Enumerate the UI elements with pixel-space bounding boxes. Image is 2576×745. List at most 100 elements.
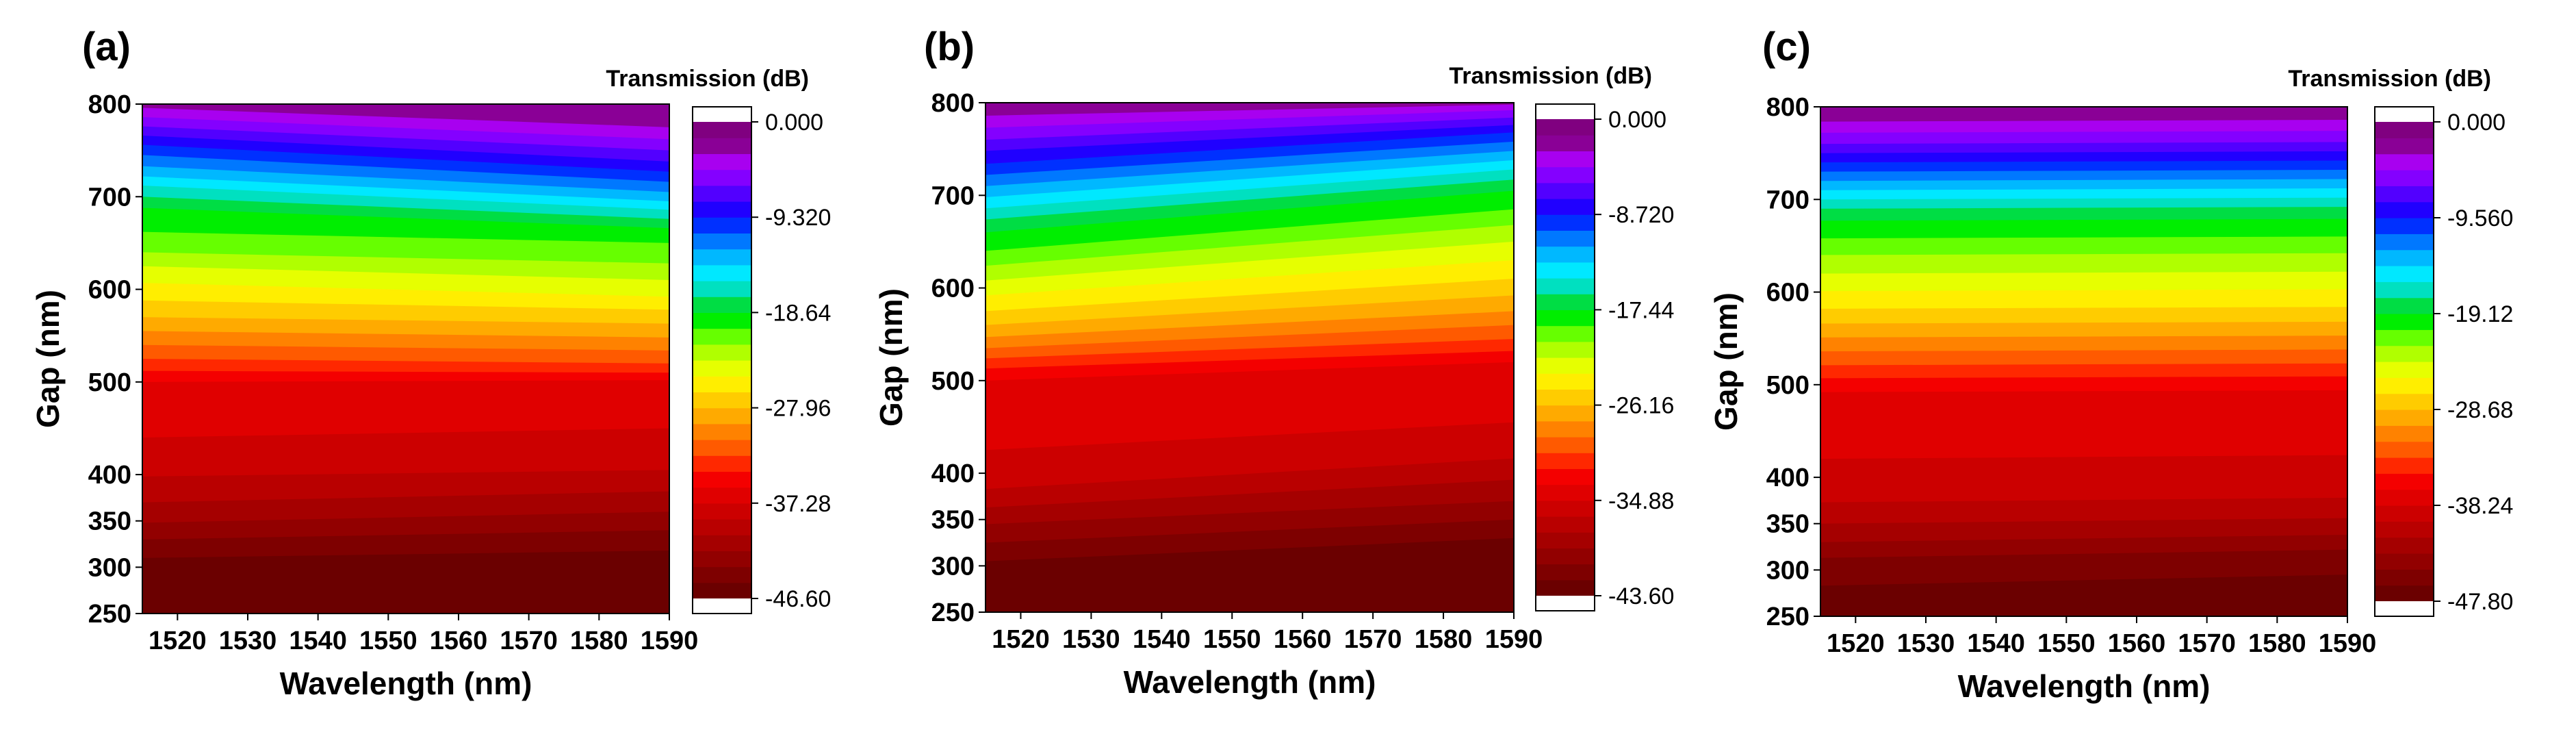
colorbar-segment (1536, 214, 1595, 231)
colorbar-segment (1536, 166, 1595, 184)
x-tick-label: 1570 (1344, 625, 1402, 654)
colorbar-segment (2375, 297, 2434, 314)
colorbar-bottom-cap (2375, 601, 2434, 616)
contour-bands (142, 104, 669, 614)
colorbar-segment (1536, 182, 1595, 199)
plot-frame (1820, 106, 2348, 617)
x-tick-label: 1560 (1274, 625, 1332, 654)
x-tick-label: 1530 (219, 627, 277, 655)
x-tick-label: 1590 (641, 627, 699, 655)
panel-label: (a) (82, 25, 131, 69)
x-tick-label: 1590 (2319, 629, 2377, 658)
colorbar-segment (2375, 393, 2434, 410)
colorbar-segment (693, 296, 751, 313)
colorbar-segment (1536, 294, 1595, 310)
colorbar-segment (2375, 233, 2434, 251)
x-tick-label: 1520 (992, 625, 1050, 654)
colorbar-tick-label: -9.320 (765, 205, 831, 231)
y-tick-label: 400 (1766, 464, 1809, 492)
colorbar-segment (1536, 420, 1595, 438)
colorbar-segment (693, 360, 751, 377)
colorbar-segment (693, 344, 751, 361)
y-tick-label: 350 (1766, 510, 1809, 539)
colorbar-segment (2375, 122, 2434, 138)
x-tick-label: 1580 (2248, 629, 2306, 658)
colorbar-frame (1535, 103, 1595, 611)
y-tick-label: 600 (1766, 279, 1809, 307)
colorbar-segment (1536, 532, 1595, 548)
panel-label: (c) (1762, 25, 1811, 69)
colorbar-segment (1536, 389, 1595, 406)
colorbar-tick-label: 0.000 (1608, 107, 1666, 133)
colorbar-segment (1536, 357, 1595, 374)
y-tick-label: 500 (1766, 371, 1809, 400)
colorbar-tick-label: -27.96 (765, 396, 831, 422)
colorbar-segment (2375, 314, 2434, 330)
contour-band (142, 104, 669, 127)
colorbar-segment (2375, 186, 2434, 203)
y-tick-label: 500 (931, 367, 975, 396)
y-tick-label: 250 (88, 600, 131, 629)
colorbar: 0.000 -9.320 -18.64 -27.96 -37.28 -46.60 Trans… (606, 66, 831, 614)
y-tick-label: 250 (931, 598, 975, 627)
colorbar-segment (693, 153, 751, 171)
colorbar-tick-label: -18.64 (765, 300, 831, 326)
x-tick-label: 1550 (1203, 625, 1261, 654)
colorbar: 0.000 -9.560 -19.12 -28.68 -38.24 -47.80 Trans… (2288, 66, 2513, 617)
colorbar-segment (2375, 329, 2434, 346)
panel-label: (b) (924, 25, 975, 69)
colorbar-segment (693, 519, 751, 535)
x-tick-label: 1540 (289, 627, 347, 655)
colorbar-top-cap (1536, 104, 1595, 119)
y-tick-label: 300 (88, 553, 131, 582)
colorbar-frame (2374, 106, 2434, 617)
y-tick-label: 350 (931, 506, 975, 535)
colorbar-segment (1536, 437, 1595, 453)
colorbar-segment (2375, 441, 2434, 458)
colorbar-segment (2375, 138, 2434, 155)
colorbar-segment (1536, 325, 1595, 342)
colorbar-tick-label: -8.720 (1608, 202, 1674, 228)
colorbar-segment (693, 440, 751, 456)
colorbar-tick-label: -28.68 (2447, 397, 2513, 423)
colorbar-segment (1536, 516, 1595, 533)
colorbar-segment (693, 582, 751, 599)
colorbar-segment (2375, 249, 2434, 266)
colorbar-segment (1536, 564, 1595, 581)
y-tick-label: 600 (931, 275, 975, 303)
colorbar-tick-label: -9.560 (2447, 205, 2513, 231)
colorbar-segment (2375, 473, 2434, 490)
colorbar-segment (693, 312, 751, 329)
colorbar-segment (693, 264, 751, 281)
y-tick-label: 700 (88, 183, 131, 212)
colorbar-segment (1536, 310, 1595, 327)
colorbar-segment (1536, 119, 1595, 136)
x-tick-label: 1540 (1133, 625, 1191, 654)
colorbar-segment (1536, 230, 1595, 247)
plot-frame (142, 103, 670, 614)
colorbar-tick-label: -47.80 (2447, 589, 2513, 615)
colorbar-segment (2375, 201, 2434, 218)
colorbar-segment (693, 169, 751, 186)
colorbar-segment (1536, 548, 1595, 565)
colorbar-segment (2375, 585, 2434, 602)
colorbar-segment (1536, 579, 1595, 596)
colorbar-segment (2375, 281, 2434, 299)
colorbar-tick-label: -37.28 (765, 491, 831, 517)
y-tick-label: 350 (88, 507, 131, 536)
colorbar-tick-label: -46.60 (765, 586, 831, 612)
colorbar-tick-label: 0.000 (2447, 110, 2506, 136)
colorbar-segment (693, 566, 751, 583)
colorbar-top-cap (693, 107, 751, 122)
x-tick-label: 1580 (570, 627, 628, 655)
colorbar-tick-label: -19.12 (2447, 301, 2513, 327)
colorbar-segment (693, 407, 751, 425)
colorbar-segment (2375, 153, 2434, 171)
colorbar-tick-label: -34.88 (1608, 488, 1674, 514)
colorbar-top-cap (2375, 107, 2434, 122)
colorbar-segment (2375, 521, 2434, 538)
colorbar-segment (693, 487, 751, 504)
colorbar-segment (693, 376, 751, 392)
colorbar-segment (2375, 425, 2434, 442)
x-tick-label: 1520 (149, 627, 207, 655)
